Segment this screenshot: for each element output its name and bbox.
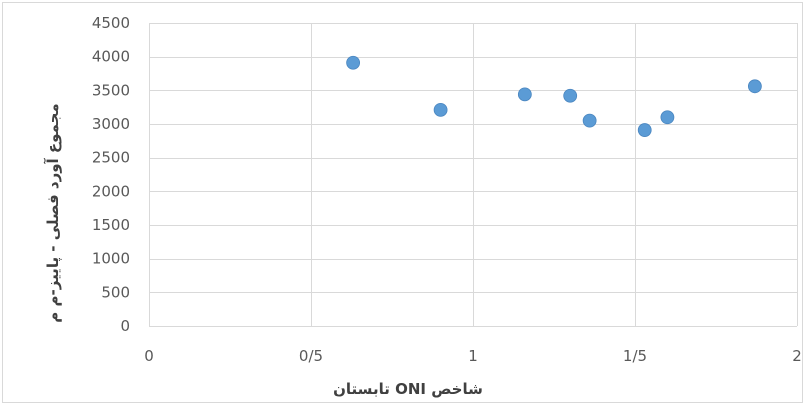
x-tick-label: 1 <box>468 347 478 365</box>
y-tick-label: 500 <box>101 283 130 301</box>
y-tick-labels: 0 500 1000 1500 2000 2500 3000 3500 4000 4500 <box>92 14 130 335</box>
y-tick-label: 3000 <box>92 115 130 133</box>
y-tick-label: 2000 <box>92 182 130 200</box>
scatter-plot: 0 0/5 1 1/5 2 0 500 1000 1500 2000 2500 3000 3500 40… <box>44 14 802 398</box>
data-point <box>563 88 578 103</box>
data-point <box>637 123 652 137</box>
y-tick-label: 4500 <box>92 14 130 32</box>
x-tick-label: 0 <box>144 347 154 365</box>
chart-frame: 0 0/5 1 1/5 2 0 500 1000 1500 2000 2500 3000 3500 40… <box>2 2 803 403</box>
y-tick-label: 0 <box>120 317 130 335</box>
data-point <box>747 79 762 94</box>
y-tick-label: 4000 <box>92 48 130 66</box>
data-point <box>517 87 532 102</box>
data-points <box>346 55 762 137</box>
x-tick-labels: 0 0/5 1 1/5 2 <box>144 347 802 365</box>
y-tick-label: 1000 <box>92 250 130 268</box>
y-axis-title: مجموع آورد فصلی - پاییز-م م <box>44 103 63 322</box>
y-tick-label: 1500 <box>92 216 130 234</box>
horizontal-gridlines <box>149 23 797 327</box>
x-tick-label: 2 <box>792 347 802 365</box>
y-tick-label: 3500 <box>92 81 130 99</box>
data-point <box>660 110 675 125</box>
data-point <box>582 113 597 128</box>
x-axis-title: شاخص ONI تابستان <box>333 380 483 398</box>
data-point <box>346 55 361 70</box>
data-point <box>433 102 448 117</box>
vertical-gridlines <box>149 23 798 326</box>
x-tick-label: 1/5 <box>623 347 647 365</box>
y-tick-label: 2500 <box>92 149 130 167</box>
x-tick-label: 0/5 <box>299 347 323 365</box>
